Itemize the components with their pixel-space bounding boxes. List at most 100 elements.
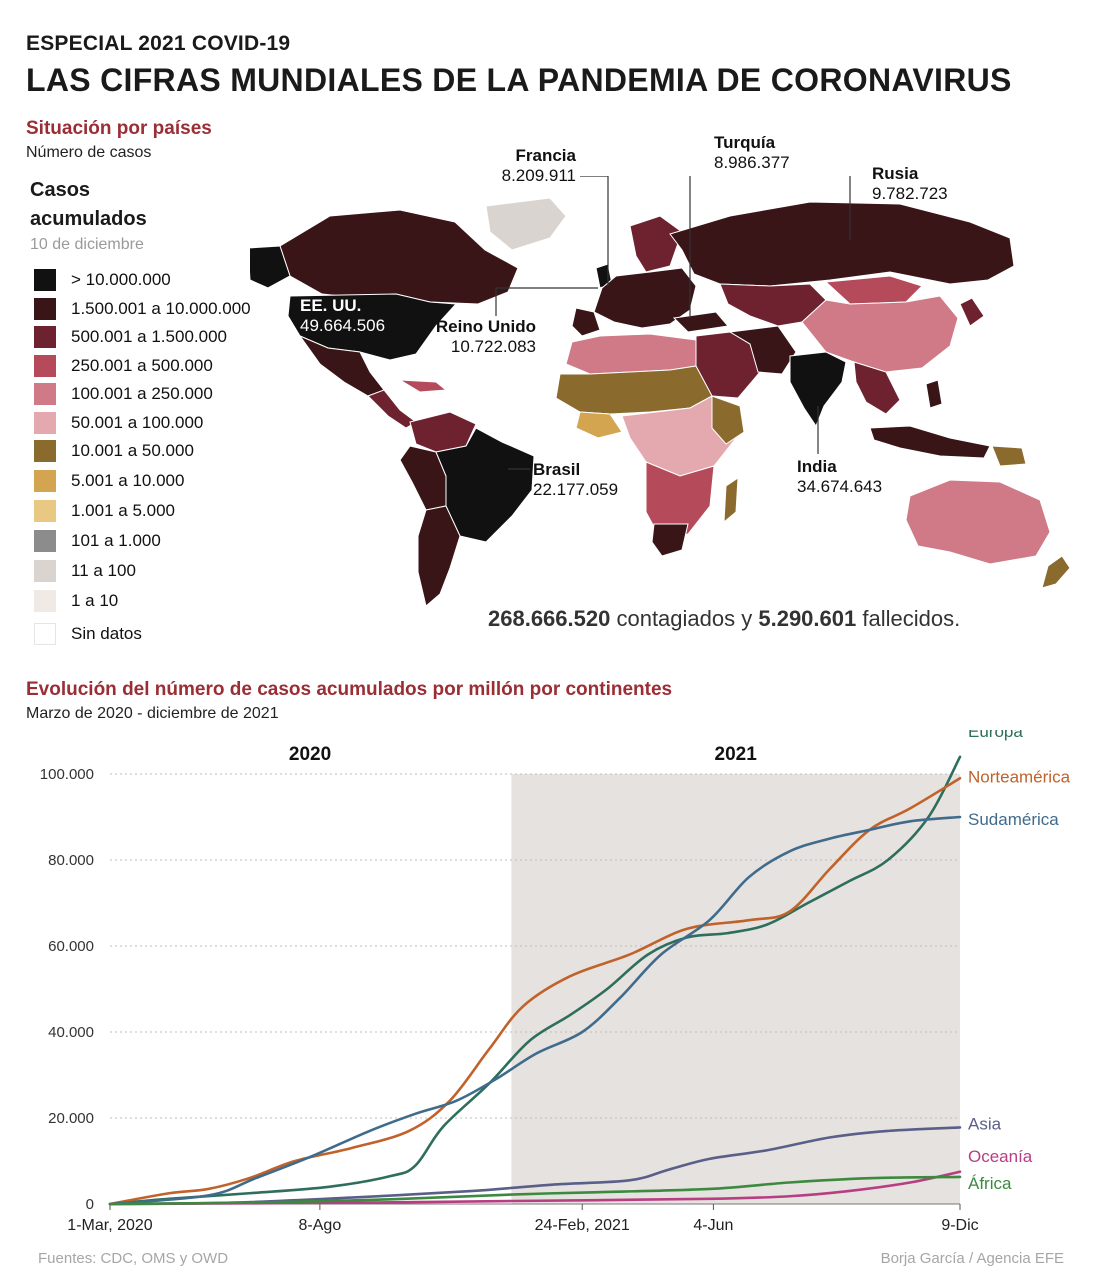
legend-swatch bbox=[34, 383, 56, 405]
map-indonesia bbox=[869, 425, 991, 459]
map-section-title: Situación por países bbox=[26, 118, 212, 139]
legend-swatch bbox=[34, 530, 56, 552]
map-west-africa bbox=[575, 411, 623, 439]
callout-brasil-value: 22.177.059 bbox=[533, 480, 619, 499]
callout-india-value: 34.674.643 bbox=[797, 477, 883, 496]
map-scandinavia bbox=[629, 215, 683, 273]
map-north-africa bbox=[565, 333, 697, 375]
map-se-asia bbox=[853, 361, 901, 415]
x-tick-label: 8-Ago bbox=[299, 1217, 342, 1234]
series-label: Sudamérica bbox=[968, 810, 1059, 829]
map-south-africa bbox=[651, 523, 689, 557]
leader-francia bbox=[580, 176, 609, 286]
map-india bbox=[789, 351, 847, 428]
legend-swatch bbox=[34, 298, 56, 320]
series-line bbox=[108, 1126, 962, 1206]
callout-turquia-value: 8.986.377 bbox=[714, 153, 790, 172]
series-label: Norteamérica bbox=[968, 767, 1071, 786]
callout-reino-unido-value: 10.722.083 bbox=[450, 337, 536, 356]
y-tick-label: 80.000 bbox=[48, 852, 94, 869]
legend-label: 1.500.001 a 10.000.000 bbox=[71, 299, 251, 318]
year-band-shade bbox=[511, 774, 960, 1204]
legend-item: 10.001 a 50.000 bbox=[34, 439, 194, 463]
map-alaska bbox=[250, 245, 291, 289]
callout-brasil: Brasil 22.177.059 bbox=[533, 460, 618, 500]
legend-item: 1.001 a 5.000 bbox=[34, 499, 175, 523]
callout-francia-value: 8.209.911 bbox=[501, 166, 576, 185]
series-label: Asia bbox=[968, 1114, 1002, 1133]
x-tick-label: 24-Feb, 2021 bbox=[535, 1217, 630, 1234]
map-madagascar bbox=[723, 477, 739, 524]
legend-swatch bbox=[34, 355, 56, 377]
callout-usa-name: EE. UU. bbox=[300, 296, 362, 315]
map-papua bbox=[991, 445, 1027, 467]
callout-rusia: Rusia 9.782.723 bbox=[872, 164, 948, 204]
callout-brasil-name: Brasil bbox=[533, 460, 581, 479]
legend-item: 1.500.001 a 10.000.000 bbox=[34, 297, 251, 321]
map-australia bbox=[905, 479, 1051, 565]
map-brazil bbox=[435, 427, 535, 543]
kicker: ESPECIAL 2021 COVID-19 bbox=[26, 32, 291, 55]
series-label: África bbox=[968, 1174, 1012, 1193]
series-line bbox=[108, 777, 962, 1206]
legend-item: 100.001 a 250.000 bbox=[34, 382, 213, 406]
legend-label: 50.001 a 100.000 bbox=[71, 413, 204, 432]
legend-item: 50.001 a 100.000 bbox=[34, 411, 203, 435]
map-central-america bbox=[367, 389, 417, 429]
legend-title-line1: Casos bbox=[30, 179, 91, 201]
y-tick-label: 60.000 bbox=[48, 938, 94, 955]
map-central-africa bbox=[621, 395, 741, 477]
map-china bbox=[801, 295, 959, 373]
map-turkey bbox=[672, 311, 729, 333]
legend-label: 1.001 a 5.000 bbox=[71, 501, 175, 520]
map-greenland bbox=[485, 197, 567, 251]
map-section-subtitle: Número de casos bbox=[26, 144, 152, 161]
legend-label: 5.001 a 10.000 bbox=[71, 471, 185, 490]
leader-turquia bbox=[689, 176, 691, 318]
legend-label: 500.001 a 1.500.000 bbox=[71, 327, 227, 346]
callout-rusia-name: Rusia bbox=[872, 164, 919, 183]
y-tick-label: 40.000 bbox=[48, 1024, 94, 1041]
total-cases-text: contagiados y bbox=[616, 606, 753, 631]
series-line bbox=[108, 755, 962, 1206]
legend-label: 250.001 a 500.000 bbox=[71, 356, 213, 375]
legend-swatch bbox=[34, 470, 56, 492]
legend-swatch bbox=[34, 623, 56, 645]
x-tick-label: 1-Mar, 2020 bbox=[67, 1217, 152, 1234]
series-line bbox=[108, 815, 962, 1206]
page-title: LAS CIFRAS MUNDIALES DE LA PANDEMIA DE C… bbox=[26, 62, 1012, 98]
legend-item: Sin datos bbox=[34, 622, 142, 646]
year-label: 2021 bbox=[715, 744, 758, 765]
chart-section-subtitle: Marzo de 2020 - diciembre de 2021 bbox=[26, 705, 279, 722]
total-deaths-text: fallecidos. bbox=[862, 606, 961, 631]
callout-reino-unido: Reino Unido 10.722.083 bbox=[434, 317, 536, 357]
callout-usa-value: 49.664.506 bbox=[300, 316, 386, 335]
year-label: 2020 bbox=[289, 744, 331, 765]
y-tick-label: 20.000 bbox=[48, 1110, 94, 1127]
total-deaths: 5.290.601 bbox=[758, 606, 857, 631]
map-korea-japan bbox=[959, 297, 985, 327]
legend-swatch bbox=[34, 412, 56, 434]
legend-label: 11 a 100 bbox=[71, 561, 136, 580]
y-tick-label: 0 bbox=[86, 1196, 94, 1213]
y-tick-label: 100.000 bbox=[40, 766, 94, 783]
legend-swatch bbox=[34, 440, 56, 462]
legend-label: 100.001 a 250.000 bbox=[71, 384, 213, 403]
legend-label: 10.001 a 50.000 bbox=[71, 441, 194, 460]
callout-francia-name: Francia bbox=[515, 146, 576, 165]
footer-credit: Borja García / Agencia EFE bbox=[880, 1250, 1064, 1267]
callout-usa: EE. UU. 49.664.506 bbox=[300, 296, 385, 336]
map-spain-portugal bbox=[571, 307, 601, 337]
callout-reino-unido-name: Reino Unido bbox=[435, 317, 536, 336]
map-sahel bbox=[555, 365, 713, 415]
map-usa bbox=[287, 293, 458, 361]
callout-turquia: Turquía 8.986.377 bbox=[714, 133, 790, 173]
legend-item: 1 a 10 bbox=[34, 589, 118, 613]
map-philippines bbox=[925, 379, 943, 409]
legend-swatch bbox=[34, 590, 56, 612]
x-tick-label: 9-Dic bbox=[941, 1217, 978, 1234]
total-cases: 268.666.520 bbox=[488, 606, 611, 631]
callout-francia: Francia 8.209.911 bbox=[496, 146, 576, 186]
callout-turquia-name: Turquía bbox=[714, 133, 776, 152]
callout-rusia-value: 9.782.723 bbox=[872, 184, 948, 203]
